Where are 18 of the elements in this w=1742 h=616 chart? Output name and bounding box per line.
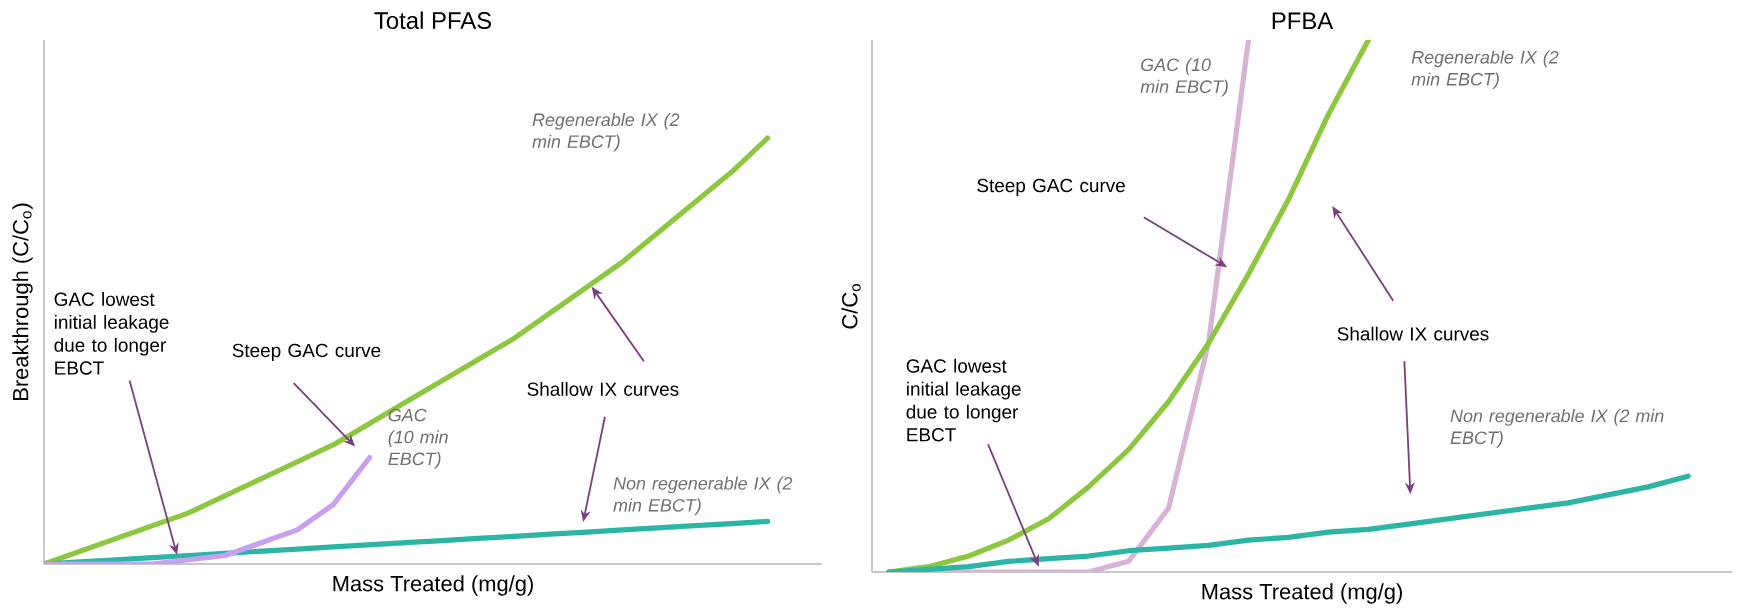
series-label: Non regenerable IX (2 min EBCT) bbox=[1450, 409, 1664, 448]
series-label: GAC (10 min EBCT) bbox=[1140, 57, 1228, 97]
y-axis-title: C/C$_{o}$ bbox=[841, 284, 861, 329]
annotation: GAC lowest initial leakage due to longer EBCT bbox=[54, 292, 169, 375]
x-axis-title: Mass Treated (mg/g) bbox=[333, 575, 533, 596]
annotation: Steep GAC curve bbox=[977, 178, 1125, 196]
chart-title: Total PFAS bbox=[374, 11, 492, 29]
chart-title: PFBA bbox=[1272, 12, 1334, 29]
y-axis-title: Breakthrough (C/C$_{o}$) bbox=[12, 203, 33, 400]
series-label: Non regenerable IX (2 min EBCT) bbox=[613, 476, 793, 516]
annotation: Shallow IX curves bbox=[1337, 326, 1489, 341]
text: Regenerable IX (2 min EBCT) bbox=[1411, 50, 1559, 90]
series-label: GAC (10 min EBCT) bbox=[388, 408, 448, 469]
annotation: GAC lowest initial leakage due to longer EBCT bbox=[906, 358, 1021, 442]
annotation: Shallow IX curves bbox=[527, 382, 679, 396]
text: Regenerable IX (2 min EBCT) bbox=[532, 112, 680, 152]
annotation: Steep GAC curve bbox=[232, 343, 381, 361]
x-axis-title: Mass Treated (mg/g) bbox=[1202, 583, 1402, 604]
